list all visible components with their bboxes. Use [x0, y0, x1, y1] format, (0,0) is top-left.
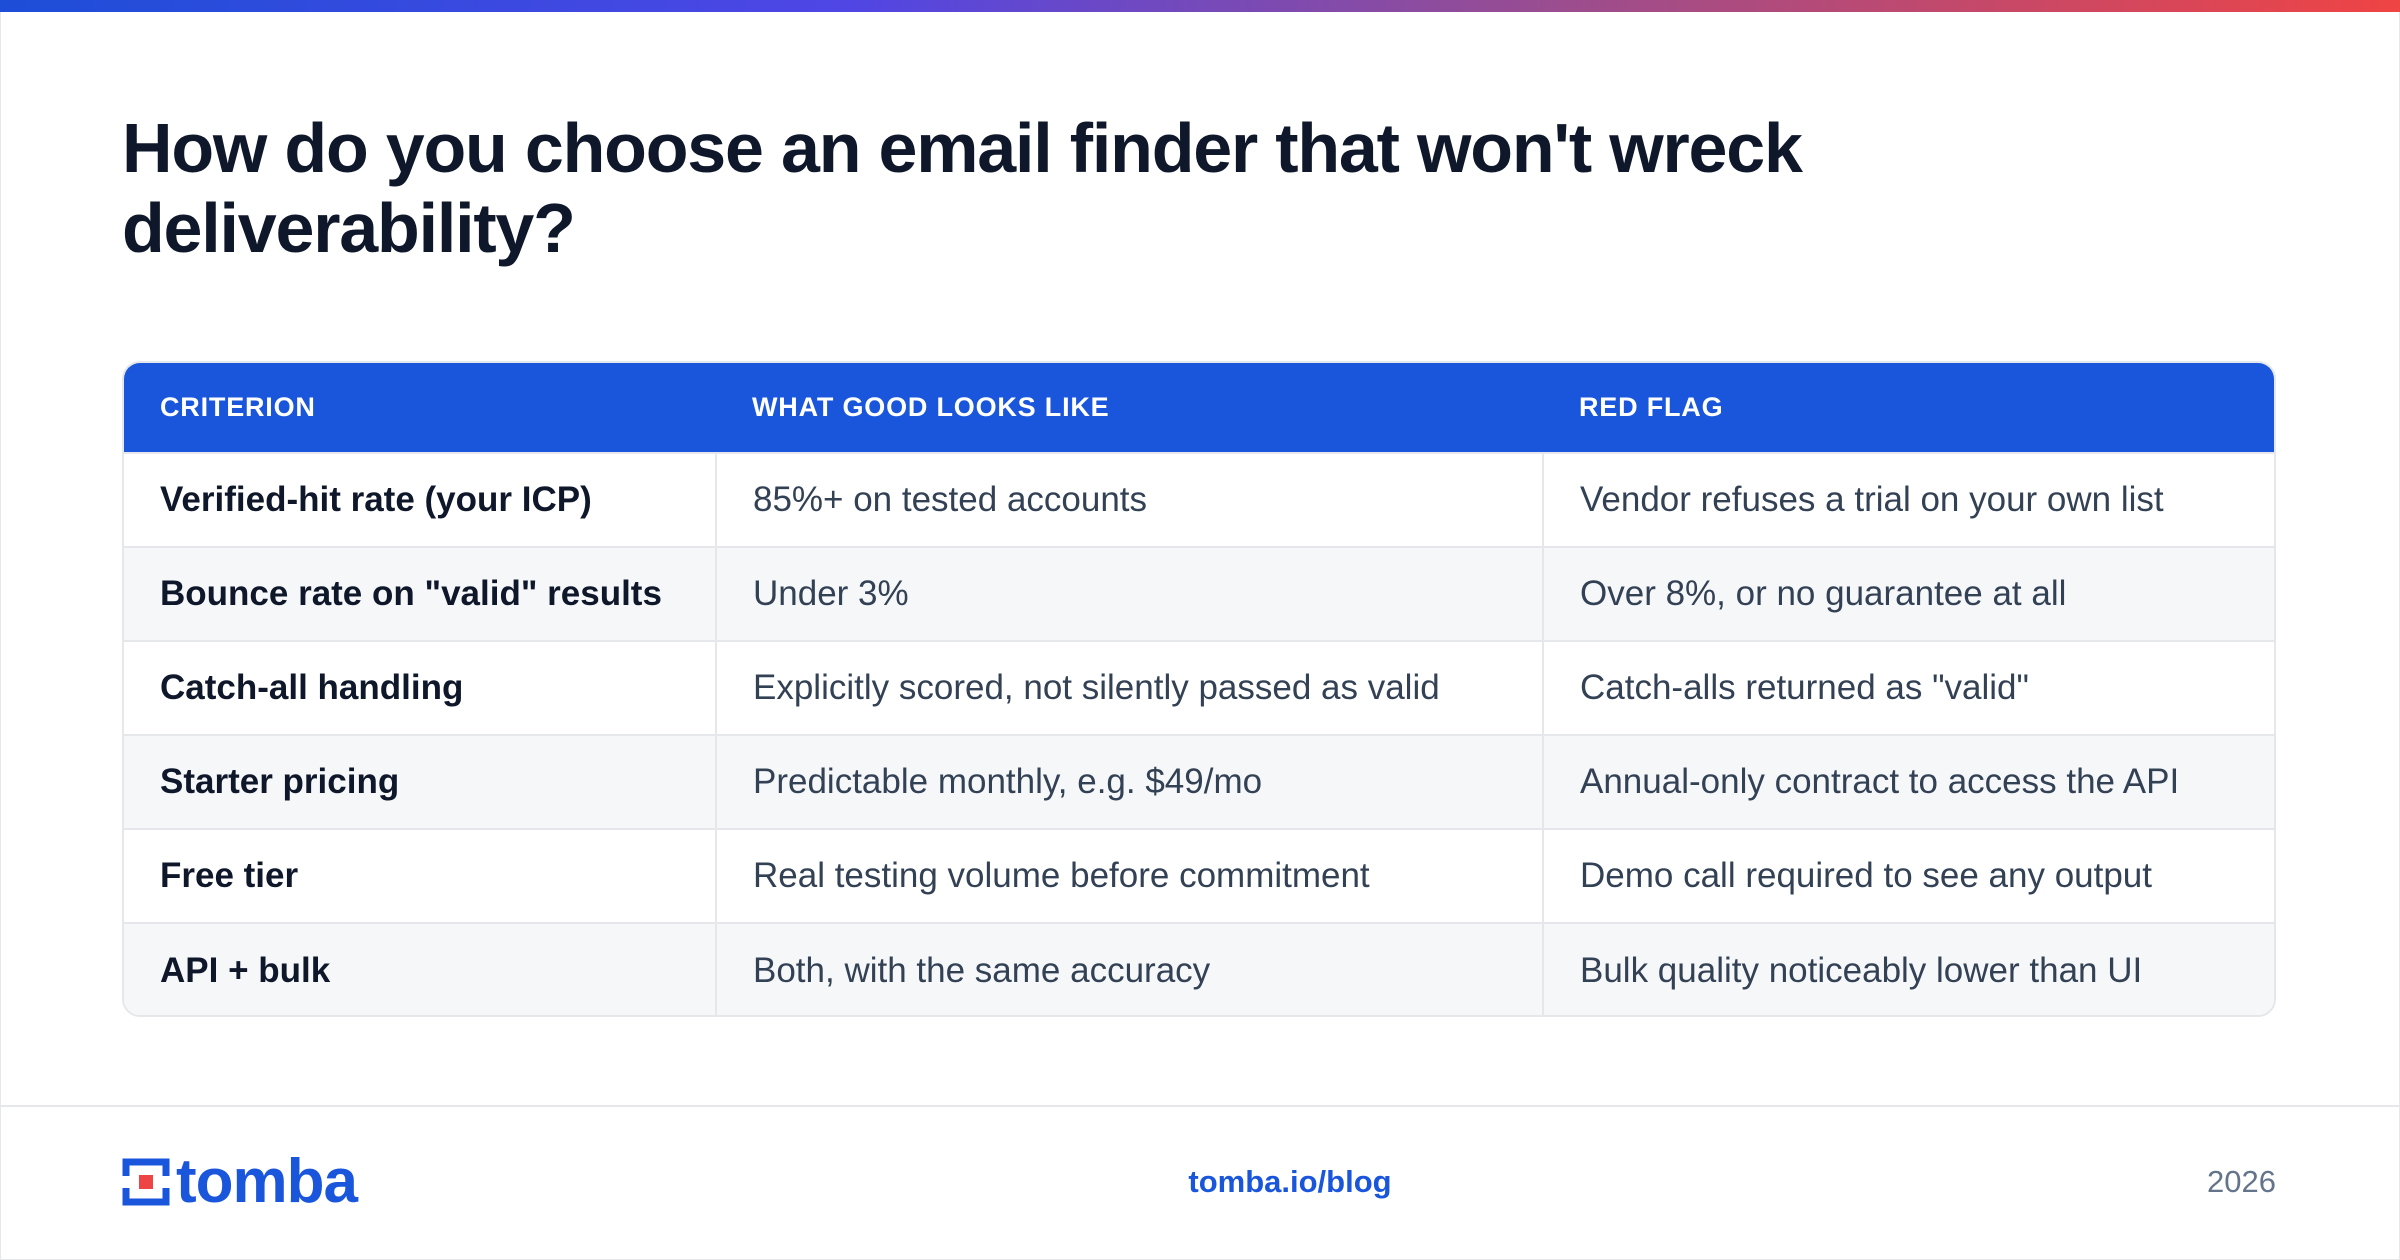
red-flag-cell: Over 8%, or no guarantee at all: [1543, 546, 2274, 641]
good-cell: Predictable monthly, e.g. $49/mo: [716, 734, 1544, 829]
criterion-cell: Free tier: [124, 828, 717, 923]
table-row: Free tier Real testing volume before com…: [124, 828, 2274, 923]
column-header-criterion: CRITERION: [160, 392, 316, 422]
table-row: Verified-hit rate (your ICP) 85%+ on tes…: [124, 452, 2274, 547]
footer-year: 2026: [2207, 1164, 2276, 1199]
red-flag-cell: Bulk quality noticeably lower than UI: [1543, 922, 2274, 1015]
comparison-table: CRITERION WHAT GOOD LOOKS LIKE RED FLAG …: [122, 361, 2276, 1017]
tomba-logo: tomba: [122, 1147, 358, 1216]
good-cell: Both, with the same accuracy: [716, 922, 1544, 1015]
criterion-cell: API + bulk: [124, 922, 717, 1015]
table-row: API + bulk Both, with the same accuracy …: [124, 922, 2274, 1015]
red-flag-cell: Annual-only contract to access the API: [1543, 734, 2274, 829]
criterion-cell: Catch-all handling: [124, 640, 717, 735]
criterion-cell: Bounce rate on "valid" results: [124, 546, 717, 641]
logo-wordmark: tomba: [176, 1147, 358, 1216]
good-cell: 85%+ on tested accounts: [716, 452, 1544, 547]
good-cell: Under 3%: [716, 546, 1544, 641]
table-row: Catch-all handling Explicitly scored, no…: [124, 640, 2274, 735]
footer-divider: [0, 1105, 2400, 1107]
tomba-logo-icon: [122, 1158, 170, 1206]
criterion-cell: Verified-hit rate (your ICP): [124, 452, 717, 547]
table-row: Starter pricing Predictable monthly, e.g…: [124, 734, 2274, 829]
gradient-accent-bar: [0, 0, 2400, 12]
table-header-row: CRITERION WHAT GOOD LOOKS LIKE RED FLAG: [124, 363, 2274, 453]
criterion-cell: Starter pricing: [124, 734, 717, 829]
blog-link[interactable]: tomba.io/blog: [1188, 1164, 1392, 1199]
page-title: How do you choose an email finder that w…: [122, 109, 1803, 267]
good-cell: Real testing volume before commitment: [716, 828, 1544, 923]
red-flag-cell: Vendor refuses a trial on your own list: [1543, 452, 2274, 547]
red-flag-cell: Catch-alls returned as "valid": [1543, 640, 2274, 735]
column-header-good: WHAT GOOD LOOKS LIKE: [752, 392, 1110, 422]
table-row: Bounce rate on "valid" results Under 3% …: [124, 546, 2274, 641]
column-header-red-flag: RED FLAG: [1579, 392, 1724, 422]
good-cell: Explicitly scored, not silently passed a…: [716, 640, 1544, 735]
red-flag-cell: Demo call required to see any output: [1543, 828, 2274, 923]
